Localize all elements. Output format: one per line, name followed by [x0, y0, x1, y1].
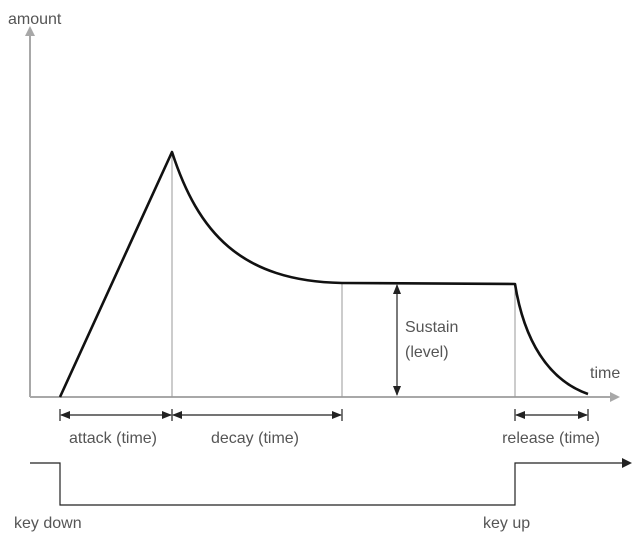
key-down-label: key down	[14, 515, 82, 532]
y-axis-label: amount	[8, 11, 62, 28]
envelope	[58, 150, 589, 398]
sustain-label: Sustain	[405, 319, 458, 336]
attack-label: attack (time)	[69, 430, 157, 447]
sustain-sublabel: (level)	[405, 344, 449, 361]
x-axis-label: time	[590, 365, 620, 382]
gate-arrow	[622, 458, 632, 468]
key-up-label: key up	[483, 515, 530, 532]
decay-label: decay (time)	[211, 430, 299, 447]
time-dimensions	[59, 409, 589, 421]
gate-line	[30, 462, 622, 506]
release-label: release (time)	[502, 430, 600, 447]
